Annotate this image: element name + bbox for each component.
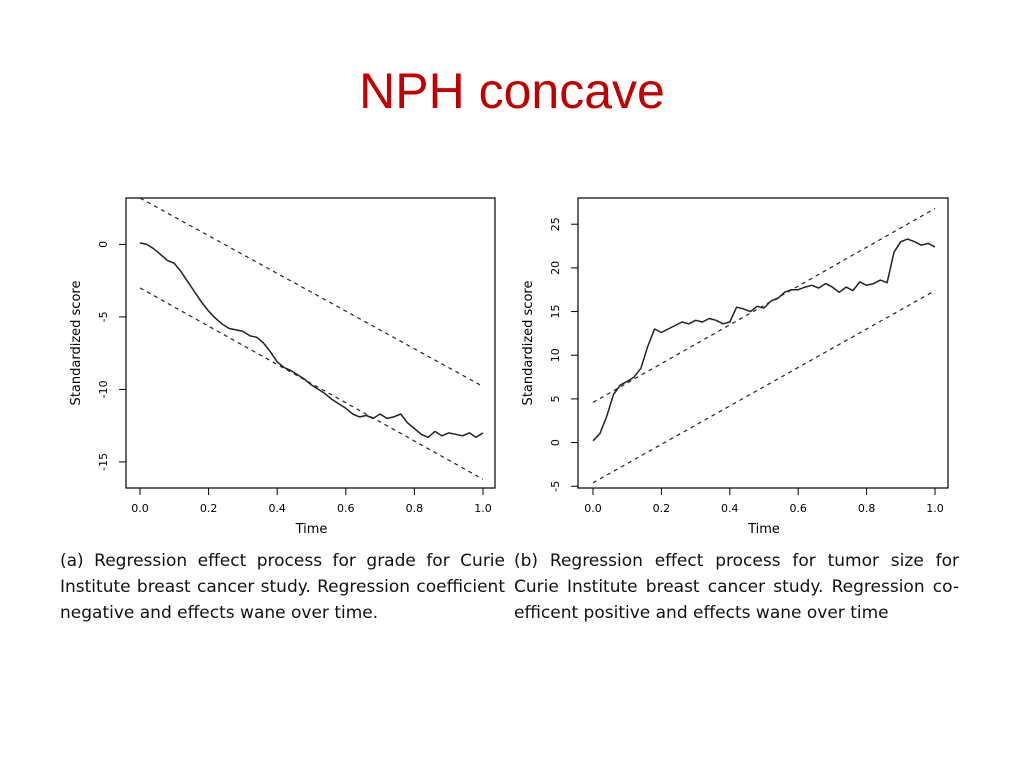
x-tick-label: 0.2 [653,502,671,515]
x-tick-label: 0.2 [200,502,218,515]
y-tick-label: 25 [549,217,562,231]
y-tick-label: -10 [97,380,110,398]
y-tick-label: -5 [549,481,562,492]
x-tick-label: 0.4 [721,502,739,515]
y-tick-label: -15 [97,453,110,471]
x-tick-label: 0.0 [584,502,602,515]
plot-frame [125,197,496,489]
y-tick-label: 20 [549,261,562,275]
x-tick-label: 0.6 [789,502,807,515]
caption-a: (a) Regression effect process for grade … [60,551,505,623]
y-tick-label: 0 [97,241,110,248]
score-process-line [139,242,484,439]
confidence-bound-line [139,197,484,388]
y-axis-label: Standardized score [69,281,84,406]
y-tick-label: 5 [549,395,562,402]
x-tick-label: 0.8 [858,502,876,515]
y-tick-label: 10 [549,348,562,362]
confidence-bound-line [139,287,484,480]
x-tick-label: 0.4 [268,502,286,515]
x-tick-label: 1.0 [926,502,944,515]
slide-title: NPH concave [359,63,665,119]
x-tick-label: 1.0 [474,502,492,515]
x-axis-label: Time [747,522,780,537]
x-axis-label: Time [295,522,328,537]
y-tick-label: -5 [97,311,110,322]
y-axis-label: Standardized score [521,281,536,406]
plot-frame [577,197,949,489]
x-tick-label: 0.6 [337,502,355,515]
caption-b: (b) Regression effect process for tumor … [514,551,959,623]
x-tick-label: 0.8 [406,502,424,515]
regression-plot-a: 0.0 0.2 0.4 0.6 0.8 1.0 -15 -10 -5 0 Time Standardi… [69,197,496,537]
score-process-line [592,238,936,442]
confidence-bound-line [592,290,936,484]
confidence-bound-line [592,207,936,403]
y-tick-label: 15 [549,305,562,319]
x-tick-label: 0.0 [131,502,149,515]
regression-plot-b: 0.0 0.2 0.4 0.6 0.8 1.0 -5 0 5 10 15 20 25 Time Standa… [521,197,949,537]
y-tick-label: 0 [549,439,562,446]
